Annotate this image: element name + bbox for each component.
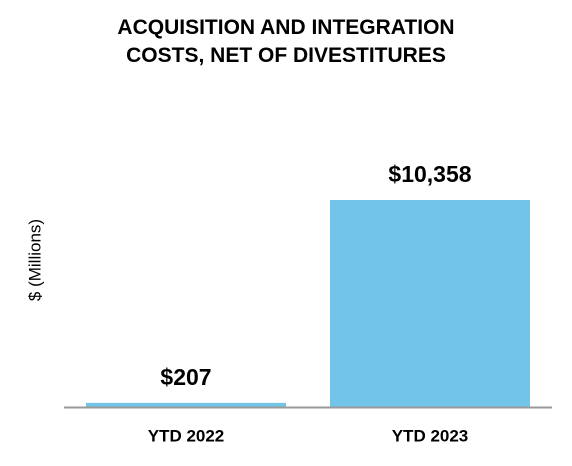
x-tick-label: YTD 2023 [392,426,469,445]
chart-title: ACQUISITION AND INTEGRATION COSTS, NET O… [117,16,455,67]
bar [86,402,286,407]
bar [330,200,530,407]
x-tick-label: YTD 2022 [148,426,225,445]
value-label: $10,358 [388,161,471,187]
y-axis-label: $ (Millions) [25,219,44,301]
value-label: $207 [160,364,211,390]
